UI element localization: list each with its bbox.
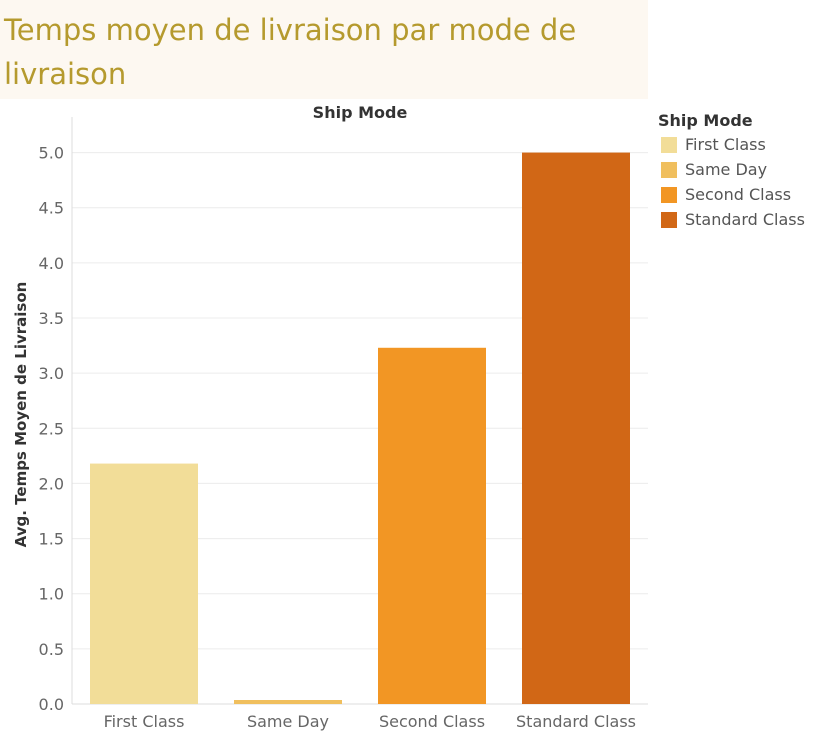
x-tick-label: Same Day <box>247 712 329 731</box>
legend-label: Standard Class <box>685 210 805 229</box>
bar-second-class[interactable] <box>378 347 486 704</box>
bar-same-day[interactable] <box>234 700 342 704</box>
bar-chart: Ship Mode 0.0 0.5 1.0 1.5 2.0 2.5 3.0 3.5 4.0 4.5 5… <box>12 103 648 731</box>
legend-label: First Class <box>685 135 766 154</box>
legend-title: Ship Mode <box>658 111 753 130</box>
legend-swatch <box>661 136 677 153</box>
legend-item-second-class[interactable]: Second Class <box>658 182 805 207</box>
y-tick-label: 4.5 <box>39 199 64 218</box>
y-tick-label: 0.0 <box>39 695 64 714</box>
y-tick-label: 5.0 <box>39 144 64 163</box>
chart-title: Temps moyen de livraison par mode de liv… <box>4 13 577 91</box>
legend-swatch <box>661 211 677 228</box>
x-tick-label: Second Class <box>379 712 485 731</box>
legend-label: Second Class <box>685 185 792 204</box>
legend-item-standard-class[interactable]: Standard Class <box>658 207 805 232</box>
bar-standard-class[interactable] <box>522 152 630 705</box>
y-tick-label: 2.0 <box>39 474 64 493</box>
legend-swatch <box>661 186 677 203</box>
legend-swatch <box>661 161 677 178</box>
y-tick-label: 3.5 <box>39 309 64 328</box>
y-axis-label: Avg. Temps Moyen de Livraison <box>12 282 30 548</box>
y-tick-label: 1.5 <box>39 530 64 549</box>
y-tick-label: 1.0 <box>39 585 64 604</box>
title-band: Temps moyen de livraison par mode de liv… <box>0 0 648 99</box>
y-tick-label: 3.0 <box>39 364 64 383</box>
legend-item-same-day[interactable]: Same Day <box>658 157 805 182</box>
bar-first-class[interactable] <box>90 463 198 704</box>
x-tick-label: Standard Class <box>516 712 636 731</box>
legend-label: Same Day <box>685 160 768 179</box>
y-tick-label: 0.5 <box>39 640 64 659</box>
legend-item-first-class[interactable]: First Class <box>658 132 805 157</box>
y-tick-label: 2.5 <box>39 419 64 438</box>
y-tick-label: 4.0 <box>39 254 64 273</box>
x-tick-label: First Class <box>104 712 185 731</box>
legend: Ship Mode First Class Same Day Second Cl… <box>658 110 805 232</box>
column-header: Ship Mode <box>313 103 408 122</box>
